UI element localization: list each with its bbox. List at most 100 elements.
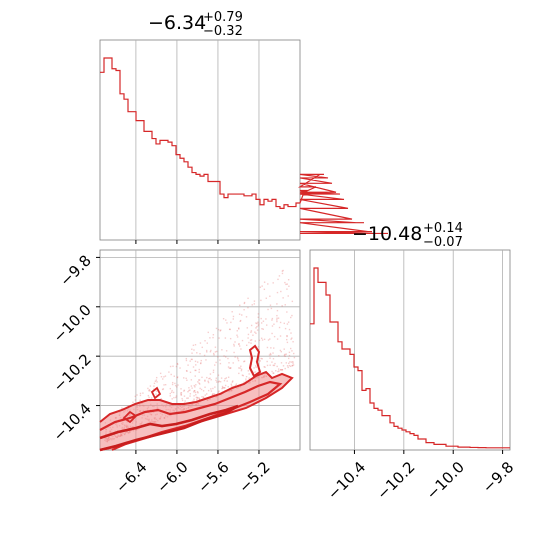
- joint-scatter-point: [265, 318, 267, 320]
- joint-scatter-point: [239, 304, 241, 307]
- joint-scatter-point: [276, 338, 279, 340]
- joint-scatter-point: [290, 338, 292, 340]
- joint-scatter-point: [189, 371, 192, 374]
- joint-scatter-point: [287, 321, 290, 323]
- joint-scatter-point: [286, 288, 288, 290]
- joint-scatter-point: [217, 391, 220, 393]
- joint-scatter-point: [285, 283, 287, 286]
- joint-scatter-point: [267, 308, 269, 311]
- joint-scatter-point: [231, 381, 234, 383]
- joint-scatter-point: [272, 372, 275, 374]
- joint-scatter-point: [153, 388, 155, 390]
- joint-scatter-point: [188, 389, 190, 392]
- joint-scatter-point: [199, 342, 202, 344]
- joint-scatter-point: [247, 306, 249, 309]
- joint-scatter-point: [261, 339, 264, 341]
- joint-scatter-point: [292, 341, 294, 343]
- joint-scatter-point: [262, 328, 264, 330]
- joint-scatter-point: [163, 376, 165, 378]
- joint-scatter-point: [290, 365, 292, 368]
- joint-scatter-point: [204, 379, 206, 381]
- joint-scatter-point: [170, 373, 172, 376]
- joint-scatter-point: [254, 340, 257, 342]
- joint-scatter-point: [153, 382, 156, 385]
- joint-scatter-point: [185, 359, 188, 362]
- joint-scatter-point: [254, 331, 256, 333]
- joint-scatter-point: [229, 367, 232, 370]
- joint-scatter-point: [250, 342, 252, 344]
- joint-scatter-point: [260, 357, 262, 360]
- joint-scatter-point: [264, 366, 266, 368]
- hist-x-title-plus: +0.79: [203, 10, 243, 25]
- joint-scatter-point: [242, 374, 244, 377]
- joint-scatter-point: [206, 376, 208, 379]
- joint-scatter-point: [245, 380, 247, 382]
- joint-scatter-point: [266, 346, 269, 349]
- joint-scatter-point: [277, 368, 280, 370]
- joint-scatter-point: [206, 351, 208, 353]
- hist-y-title-plus: +0.14: [423, 221, 463, 236]
- joint-scatter-point: [290, 361, 293, 363]
- hist-panel-y: −10.4 −10.2 −10.0 −9.8 −10.48 +0.14 −0.07: [309, 221, 517, 503]
- joint-scatter-point: [286, 311, 288, 313]
- joint-scatter-point: [241, 314, 243, 316]
- joint-scatter-point: [199, 362, 202, 365]
- joint-scatter-point: [255, 366, 257, 368]
- joint-scatter-point: [257, 323, 260, 325]
- joint-scatter-point: [263, 366, 265, 368]
- joint-scatter-point: [180, 388, 182, 390]
- joint-scatter-point: [223, 379, 226, 382]
- joint-scatter-point: [181, 397, 183, 400]
- joint-scatter-point: [261, 327, 263, 330]
- joint-scatter-point: [193, 398, 195, 400]
- joint-x-ticks: −6.4 −6.0 −5.6 −5.2: [112, 450, 274, 497]
- joint-scatter-point: [239, 320, 241, 322]
- joint-scatter-point: [260, 317, 262, 320]
- joint-scatter-point: [249, 357, 252, 359]
- joint-scatter-point: [163, 384, 165, 386]
- joint-scatter-point: [186, 370, 188, 372]
- joint-scatter-point: [208, 377, 210, 380]
- joint-scatter-point: [180, 393, 182, 396]
- joint-scatter-point: [200, 359, 202, 362]
- joint-scatter-point: [243, 301, 246, 304]
- joint-scatter-point: [288, 285, 290, 287]
- joint-scatter-point: [240, 369, 243, 372]
- joint-scatter-point: [280, 368, 282, 371]
- joint-scatter-point: [194, 360, 197, 363]
- joint-scatter-point: [198, 383, 201, 385]
- joint-scatter-point: [191, 348, 193, 350]
- joint-scatter-point: [153, 385, 155, 387]
- joint-scatter-point: [270, 307, 273, 310]
- joint-scatter-point: [269, 304, 272, 306]
- joint-scatter-point: [250, 330, 253, 332]
- joint-scatter-point: [282, 365, 285, 367]
- joint-scatter-point: [174, 384, 177, 387]
- joint-scatter-point: [171, 381, 174, 384]
- joint-scatter-point: [238, 367, 240, 369]
- joint-scatter-point: [187, 391, 189, 393]
- joint-scatter-point: [273, 347, 275, 349]
- joint-scatter-point: [284, 327, 287, 330]
- hist-x-grid: [135, 40, 260, 240]
- joint-scatter-point: [271, 332, 273, 335]
- hist-y-title-value: −10.48: [352, 223, 422, 245]
- joint-scatter-point: [243, 360, 245, 363]
- joint-scatter-point: [194, 375, 196, 377]
- joint-scatter-point: [269, 295, 271, 297]
- joint-scatter-point: [271, 370, 273, 373]
- joint-scatter-point: [180, 392, 183, 394]
- joint-scatter-point: [212, 394, 214, 396]
- joint-scatter-point: [214, 386, 216, 388]
- joint-scatter-point: [225, 377, 228, 379]
- joint-scatter-point: [243, 381, 245, 384]
- joint-scatter-point: [221, 385, 224, 388]
- joint-scatter-point: [291, 350, 293, 352]
- joint-scatter-point: [139, 392, 142, 395]
- joint-scatter-point: [286, 341, 289, 344]
- joint-scatter-point: [215, 381, 218, 383]
- joint-scatter-point: [189, 393, 192, 395]
- joint-scatter-point: [283, 354, 286, 357]
- joint-scatter-point: [257, 313, 260, 315]
